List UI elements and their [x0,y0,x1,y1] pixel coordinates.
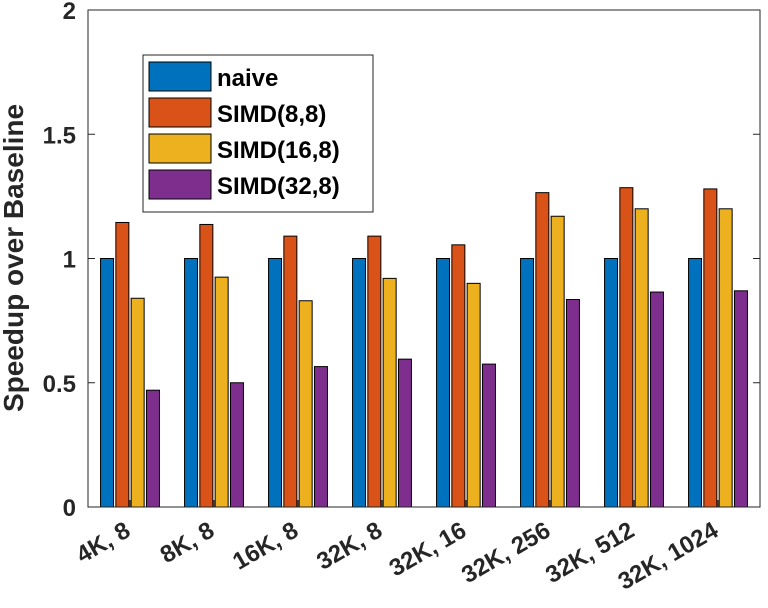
bar-SIMD(32,8)-32K, 512 [649,291,664,508]
bar-naive-32K, 256 [520,258,535,508]
bar-SIMD(32,8)-8K, 8 [229,382,244,508]
bar-SIMD(8,8)-32K, 16 [451,244,466,508]
bar-naive-32K, 16 [436,258,451,508]
legend: naive SIMD(8,8) SIMD(16,8) SIMD(32,8) [142,54,374,213]
y-axis-label: Speedup over Baseline [0,104,29,412]
bar-SIMD(32,8)-32K, 8 [397,358,412,508]
y-tick-label: 0 [63,495,76,522]
bars-layer [100,187,748,508]
bar-SIMD(8,8)-32K, 256 [535,192,550,508]
y-tick-label: 2 [63,0,76,25]
y-tick-label: 1 [63,247,76,274]
legend-swatch-SIMD(32,8) [148,169,212,200]
legend-swatch-SIMD(16,8) [148,133,212,164]
bar-SIMD(32,8)-4K, 8 [145,389,160,508]
y-tick-label: 0.5 [43,371,76,398]
bar-SIMD(32,8)-16K, 8 [313,366,328,508]
legend-label: SIMD(8,8) [217,101,326,128]
y-tick-label: 1.5 [43,122,76,149]
bar-SIMD(16,8)-32K, 512 [634,208,649,508]
bar-SIMD(16,8)-32K, 16 [466,282,481,508]
bar-SIMD(16,8)-4K, 8 [130,297,145,508]
bar-SIMD(16,8)-32K, 8 [382,277,397,508]
bar-naive-32K, 8 [352,258,367,508]
bar-SIMD(16,8)-8K, 8 [214,276,229,508]
bar-SIMD(8,8)-32K, 1024 [703,188,718,508]
bar-naive-32K, 512 [604,258,619,508]
bar-SIMD(8,8)-8K, 8 [199,223,214,508]
bar-naive-8K, 8 [184,258,199,508]
bar-SIMD(16,8)-32K, 1024 [718,208,733,508]
bar-SIMD(32,8)-32K, 256 [565,299,580,508]
legend-swatch-naive [148,61,212,92]
bar-SIMD(16,8)-32K, 256 [550,215,565,508]
bar-SIMD(8,8)-32K, 8 [367,235,382,508]
bar-SIMD(8,8)-32K, 512 [619,187,634,508]
bar-naive-16K, 8 [268,258,283,508]
bar-SIMD(8,8)-16K, 8 [283,235,298,508]
legend-label: naive [217,65,278,92]
bar-SIMD(16,8)-16K, 8 [298,300,313,508]
bar-SIMD(32,8)-32K, 1024 [733,290,748,508]
bar-SIMD(8,8)-4K, 8 [115,221,130,508]
legend-label: SIMD(32,8) [217,173,340,200]
bar-naive-4K, 8 [100,258,115,508]
bar-naive-32K, 1024 [688,258,703,508]
bar-SIMD(32,8)-32K, 16 [481,363,496,508]
legend-label: SIMD(16,8) [217,137,340,164]
legend-swatch-SIMD(8,8) [148,97,212,128]
